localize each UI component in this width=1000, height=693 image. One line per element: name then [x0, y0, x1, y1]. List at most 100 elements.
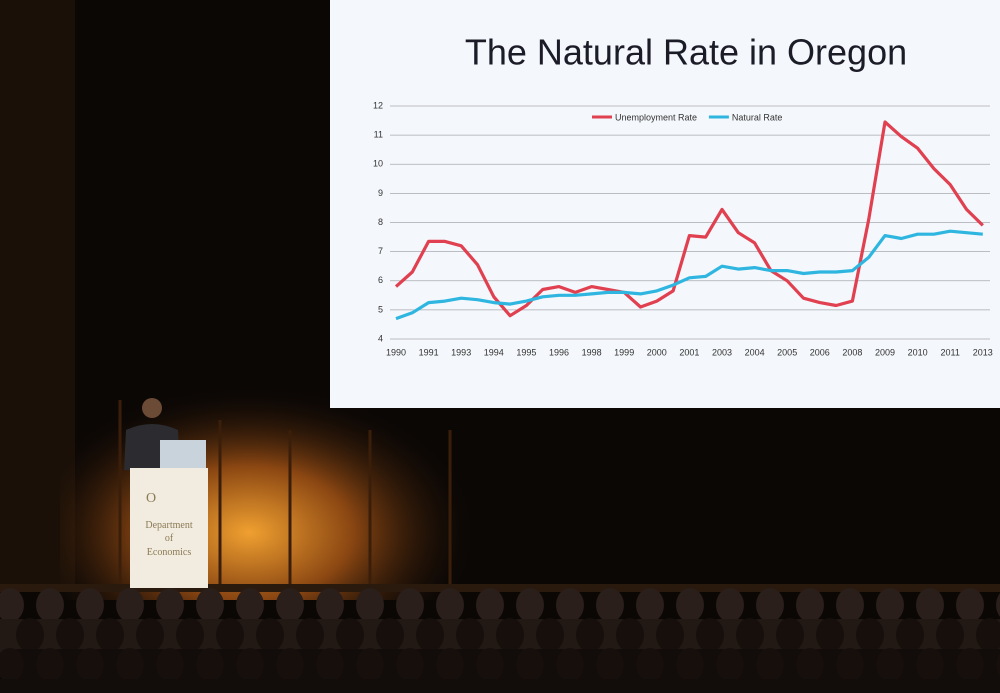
y-tick-label: 9	[378, 188, 383, 198]
audience-head	[256, 618, 284, 652]
audience-head	[596, 588, 624, 622]
audience-head	[916, 588, 944, 622]
audience-shoulders	[384, 679, 436, 693]
audience-head	[376, 618, 404, 652]
audience-head	[236, 588, 264, 622]
x-tick-label: 1996	[549, 347, 569, 357]
data-line	[394, 120, 984, 318]
audience-head	[76, 588, 104, 622]
x-tick-label: 1999	[614, 347, 634, 357]
audience-head	[316, 648, 344, 682]
audience-head	[0, 588, 24, 622]
audience-head	[776, 618, 804, 652]
audience-head	[916, 648, 944, 682]
audience-head	[556, 588, 584, 622]
audience-shoulders	[264, 679, 316, 693]
audience-head	[716, 648, 744, 682]
audience-head	[336, 618, 364, 652]
audience-shoulders	[624, 679, 676, 693]
audience-head	[876, 588, 904, 622]
audience-head	[696, 618, 724, 652]
audience-head	[576, 618, 604, 652]
audience-shoulders	[984, 679, 1000, 693]
audience-head	[956, 588, 984, 622]
audience-shoulders	[704, 679, 756, 693]
audience-head	[156, 588, 184, 622]
x-tick-label: 1994	[484, 347, 504, 357]
podium-text: Department	[145, 520, 192, 531]
x-tick-label: 2000	[647, 347, 667, 357]
audience-head	[276, 648, 304, 682]
audience-head	[616, 618, 644, 652]
y-tick-label: 10	[373, 159, 383, 169]
audience-head	[836, 588, 864, 622]
audience-head	[116, 588, 144, 622]
audience-head	[96, 618, 124, 652]
audience-head	[516, 648, 544, 682]
audience-head	[316, 588, 344, 622]
audience-head	[756, 588, 784, 622]
audience-head	[756, 648, 784, 682]
audience-shoulders	[944, 679, 996, 693]
audience-head	[996, 653, 1000, 677]
x-tick-label: 2013	[973, 347, 993, 357]
audience-shoulders	[64, 679, 116, 693]
audience-shoulders	[424, 679, 476, 693]
audience-shoulders	[784, 679, 836, 693]
audience-head	[476, 588, 504, 622]
audience-shoulders	[104, 679, 156, 693]
audience-head	[516, 588, 544, 622]
audience-head	[676, 588, 704, 622]
audience-head	[0, 648, 24, 682]
audience-head	[856, 618, 884, 652]
audience-head	[296, 618, 324, 652]
y-tick-label: 8	[378, 217, 383, 227]
audience-shoulders	[824, 679, 876, 693]
audience-head	[196, 588, 224, 622]
audience-head	[556, 648, 584, 682]
audience-shoulders	[504, 679, 556, 693]
audience-head	[796, 648, 824, 682]
x-tick-label: 2009	[875, 347, 895, 357]
audience-shoulders	[464, 679, 516, 693]
stage-edge	[0, 584, 1000, 592]
audience-head	[476, 648, 504, 682]
audience-head	[536, 618, 564, 652]
audience-head	[936, 618, 964, 652]
audience-shoulders	[304, 679, 356, 693]
x-tick-label: 2003	[712, 347, 732, 357]
x-tick-label: 1990	[386, 347, 406, 357]
audience-shoulders	[224, 679, 276, 693]
podium-text: of	[165, 533, 174, 544]
audience-head	[116, 648, 144, 682]
audience-shoulders	[584, 679, 636, 693]
x-tick-label: 2006	[810, 347, 830, 357]
audience-head	[636, 588, 664, 622]
podium-monitor	[160, 440, 206, 470]
x-tick-label: 2005	[777, 347, 797, 357]
audience-head	[176, 618, 204, 652]
audience-shoulders	[144, 679, 196, 693]
audience-head	[356, 588, 384, 622]
audience-head	[656, 618, 684, 652]
audience-head	[56, 618, 84, 652]
audience-head	[996, 593, 1000, 617]
x-tick-label: 2008	[842, 347, 862, 357]
chart-title: The Natural Rate in Oregon	[465, 32, 907, 73]
audience-head	[436, 588, 464, 622]
audience-head	[436, 648, 464, 682]
chart: 4 5 6 7 8 9 10 11 12 1990 1991 1993 1994 1995 1996 1998…	[373, 100, 993, 357]
y-tick-label: 6	[378, 275, 383, 285]
audience-head	[276, 588, 304, 622]
audience-shoulders	[864, 679, 916, 693]
audience-head	[956, 648, 984, 682]
audience-head	[416, 618, 444, 652]
audience-head	[836, 648, 864, 682]
curtain-folds	[118, 400, 452, 585]
x-tick-label: 2010	[908, 347, 928, 357]
podium	[130, 468, 208, 588]
podium-text: O	[146, 491, 156, 506]
audience-shoulders	[184, 679, 236, 693]
audience-shoulders	[904, 679, 956, 693]
